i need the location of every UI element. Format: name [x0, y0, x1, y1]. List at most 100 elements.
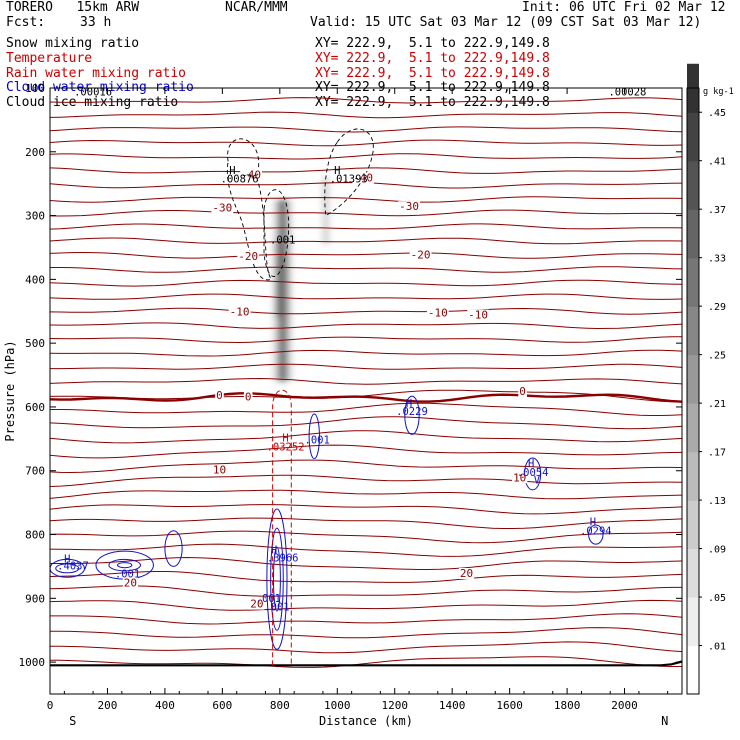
colorbar-unit: g kg-1	[703, 87, 734, 97]
isotherm-line	[49, 293, 683, 300]
snow-contour-core	[263, 189, 290, 277]
isotherm-label: -30	[399, 200, 419, 213]
extremum-label: .0294	[580, 526, 612, 538]
forecast-label: Fcst:	[6, 15, 46, 30]
colorbar-segment	[687, 209, 699, 259]
x-axis-title: Distance (km)	[319, 714, 413, 728]
isotherm-line	[49, 627, 683, 639]
colorbar-segment	[687, 548, 699, 598]
y-tick-label: 800	[25, 529, 45, 542]
y-tick-label: 600	[25, 401, 45, 414]
extremum-label: H	[590, 517, 596, 529]
extremum-label: .00028	[608, 87, 646, 99]
cloud-water-contour	[308, 413, 320, 460]
cloud-water-contour	[266, 508, 288, 650]
colorbar-segment	[687, 306, 699, 356]
section-end-label: N	[661, 714, 668, 728]
colorbar-frame	[686, 87, 700, 695]
x-tick-label: 1200	[381, 699, 408, 712]
isotherm-line	[49, 585, 682, 597]
legend-section-xy: XY= 222.9, 5.1 to 222.9,149.8	[315, 36, 550, 51]
rain-contour	[272, 389, 292, 666]
colorbar-segment	[687, 645, 699, 695]
isotherm-line	[49, 196, 683, 203]
temp-label-bg	[228, 306, 251, 318]
legend-section-xy: XY= 222.9, 5.1 to 222.9,149.8	[315, 65, 550, 81]
y-tick-label: 100	[25, 82, 45, 95]
cloud-water-contour	[55, 563, 80, 574]
isotherm-line	[49, 430, 683, 444]
init-time: Init: 06 UTC Fri 02 Mar 12	[522, 0, 726, 15]
isotherm-label: -40	[353, 171, 373, 184]
colorbar-segment	[687, 257, 699, 307]
isotherm-line	[49, 209, 683, 217]
isotherm-label: 0	[245, 390, 252, 403]
isotherm-line	[49, 223, 683, 230]
x-tick-label: 1800	[554, 699, 581, 712]
forecast-hour: 33 h	[80, 15, 112, 30]
temp-label-bg	[458, 567, 475, 579]
y-tick-label: 900	[25, 592, 45, 605]
x-tick-label: 200	[98, 699, 118, 712]
snow-shading-max	[271, 241, 292, 318]
plot-frame	[49, 87, 683, 695]
isotherm-line	[49, 336, 683, 344]
cloud-water-contour	[404, 395, 420, 435]
colorbar-label: .41	[708, 157, 726, 168]
isotherm-label: 10	[213, 464, 226, 477]
isotherm-line	[49, 97, 683, 104]
extremum-label: .001	[270, 235, 295, 247]
colorbar-label: .37	[708, 205, 726, 216]
isotherm-line	[49, 504, 683, 515]
extremum-label: H	[64, 554, 70, 566]
x-tick-label: 1600	[496, 699, 523, 712]
colorbar-segment	[687, 160, 699, 210]
cloud-water-contour	[588, 524, 604, 545]
isotherm-line	[49, 459, 683, 474]
isotherm-label: 10	[513, 471, 526, 484]
temp-label-bg	[409, 249, 432, 261]
isotherm-line	[50, 613, 683, 625]
temp-label-bg	[211, 464, 228, 476]
temp-label-bg	[512, 472, 528, 484]
section-start-label: S	[69, 714, 76, 728]
valid-time: Valid: 15 UTC Sat 03 Mar 12 (09 CST Sat …	[310, 15, 702, 30]
isotherm-line	[50, 556, 683, 570]
isotherm-line	[49, 167, 683, 174]
extremum-label: .3966	[267, 552, 299, 564]
isotherm-label: -20	[411, 249, 431, 262]
isotherm-line	[49, 111, 683, 119]
snow-contour-east	[324, 128, 374, 217]
temp-label-bg	[249, 598, 265, 610]
isotherm-line	[49, 543, 683, 557]
isotherm-label: 0	[519, 385, 526, 398]
y-tick-label: 200	[25, 146, 45, 159]
extremum-label: .03252	[267, 441, 305, 453]
isotherm-line	[50, 363, 683, 370]
colorbar-label: .01	[708, 642, 726, 653]
legend-section-xy: XY= 222.9, 5.1 to 222.9,149.8	[315, 50, 550, 66]
isotherm-label: -10	[230, 305, 250, 318]
colorbar-label: .25	[708, 351, 726, 362]
isotherm-line	[50, 266, 683, 273]
isotherm-label: -20	[238, 250, 258, 263]
y-tick-label: 700	[25, 465, 45, 478]
y-tick-label: 500	[25, 337, 45, 350]
extremum-label: H	[229, 165, 235, 177]
x-tick-label: 800	[270, 699, 290, 712]
isotherm-line	[49, 279, 683, 287]
isotherm-label: 20	[124, 577, 137, 590]
surface-line	[50, 660, 683, 667]
extremum-label: .00876	[221, 173, 259, 185]
isotherm-line	[49, 571, 683, 583]
y-tick-label: 400	[25, 273, 45, 286]
x-tick-label: 2000	[611, 699, 638, 712]
legend-field-name: Snow mixing ratio	[6, 36, 140, 51]
extremum-label: .001	[264, 601, 289, 613]
temp-label-bg	[122, 577, 139, 589]
temp-label-bg	[518, 386, 527, 398]
temp-label-bg	[398, 201, 420, 213]
cloud-water-contour	[108, 558, 141, 572]
colorbar-label: .29	[708, 302, 726, 313]
temp-label-bg	[467, 309, 489, 321]
